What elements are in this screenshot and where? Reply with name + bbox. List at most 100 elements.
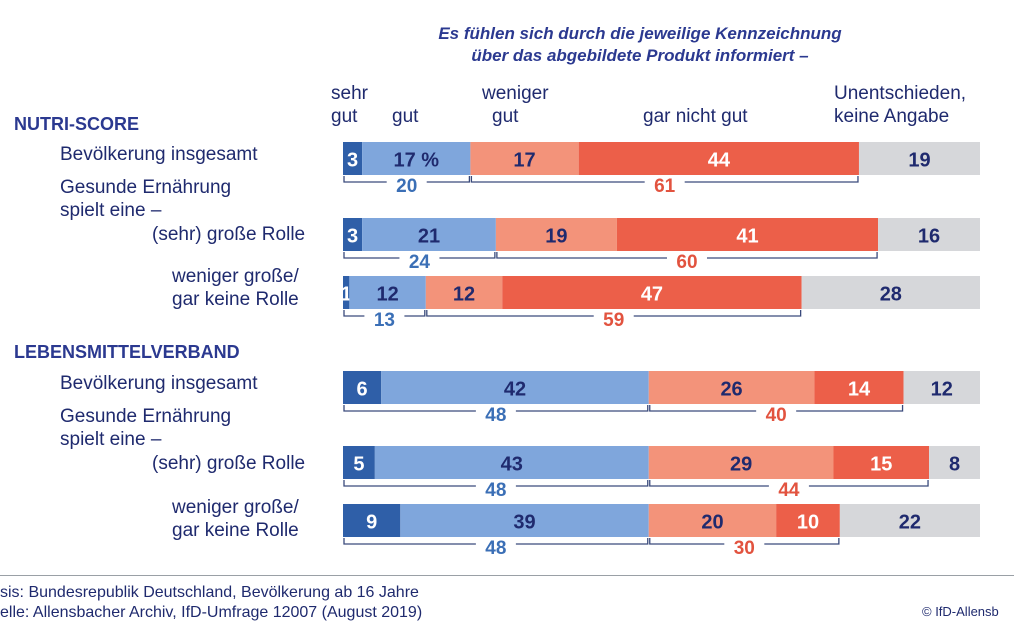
row-label-5-line-3: (sehr) große Rolle: [152, 453, 306, 474]
chart-title-line-2: über das abgebildete Produkt informiert …: [471, 46, 809, 65]
header-gar-nicht-gut: gar nicht gut: [643, 106, 748, 127]
data-label-r4-s2: 42: [504, 379, 526, 401]
data-label-r3-s3: 12: [453, 284, 475, 306]
row-label-2-line-1: Gesunde Ernährung: [60, 177, 232, 198]
data-label-r6-s1: 9: [366, 512, 377, 534]
bar-segment-r5-s5: [929, 446, 980, 479]
data-label-r3-s1: 1: [341, 284, 352, 306]
bracket-gap-pos-r3: [364, 310, 405, 326]
total-neg-r2: 60: [676, 252, 697, 273]
bracket-gap-neg-r3: [593, 310, 634, 326]
bar-segment-r1-s3: [470, 142, 579, 175]
bracket-gap-pos-r1: [386, 176, 427, 192]
bar-segment-r4-s5: [903, 371, 980, 404]
row-label-1: Bevölkerung insgesamt: [60, 144, 258, 165]
total-pos-r5: 48: [485, 480, 506, 501]
total-neg-r5: 44: [778, 480, 800, 501]
data-label-r1-s3: 17: [513, 150, 535, 172]
bar-segment-r3-s2: [349, 276, 426, 309]
bar-segment-r6-s5: [839, 504, 980, 537]
header-gut: gut: [392, 106, 419, 127]
bar-segment-r4-s3: [648, 371, 815, 404]
section-title-nutri-score: NUTRI-SCORE: [14, 114, 139, 134]
data-label-r6-s3: 20: [701, 512, 723, 534]
data-label-r1-s5: 19: [908, 150, 930, 172]
data-label-r3-s5: 28: [880, 284, 902, 306]
bar-segment-r3-s1: [343, 276, 350, 309]
bar-segment-r6-s2: [400, 504, 649, 537]
total-pos-r1: 20: [396, 176, 417, 197]
bar-segment-r1-s2: [362, 142, 471, 175]
row-label-5-line-2: spielt eine –: [60, 429, 162, 450]
source-basis: sis: Bundesrepublik Deutschland, Bevölke…: [0, 584, 419, 601]
bracket-gap-neg-r1: [644, 176, 685, 192]
data-label-r3-s2: 12: [376, 284, 398, 306]
data-label-r2-s5: 16: [918, 226, 940, 248]
data-label-r6-s4: 10: [797, 512, 819, 534]
bar-segment-r4-s1: [343, 371, 382, 404]
bar-segment-r2-s4: [616, 218, 879, 251]
bar-segment-r5-s3: [648, 446, 834, 479]
data-label-r2-s3: 19: [545, 226, 567, 248]
bar-segment-r2-s2: [362, 218, 496, 251]
data-label-r1-s2: 17 %: [393, 150, 439, 172]
total-pos-r2: 24: [409, 252, 431, 273]
bar-segment-r2-s5: [878, 218, 980, 251]
header-unentschieden-2: keine Angabe: [834, 106, 950, 127]
data-label-r5-s3: 29: [730, 454, 752, 476]
bracket-gap-neg-r6: [724, 538, 765, 554]
bar-segment-r3-s3: [425, 276, 503, 309]
total-neg-r3: 59: [603, 310, 624, 331]
header-weniger-gut-1: weniger: [482, 83, 549, 104]
data-label-r4-s4: 14: [848, 379, 871, 401]
bar-segment-r5-s4: [833, 446, 930, 479]
row-label-4: Bevölkerung insgesamt: [60, 373, 258, 394]
bracket-gap-pos-r4: [475, 405, 516, 421]
data-label-r2-s2: 21: [418, 226, 440, 248]
total-neg-r6: 30: [734, 538, 755, 559]
data-label-r5-s4: 15: [870, 454, 892, 476]
bar-segment-r1-s4: [578, 142, 859, 175]
row-label-6-line-2: gar keine Rolle: [172, 520, 299, 541]
data-label-r2-s4: 41: [736, 226, 758, 248]
data-label-r4-s3: 26: [720, 379, 742, 401]
bar-segment-r6-s3: [648, 504, 777, 537]
total-neg-r4: 40: [766, 405, 787, 426]
bar-segment-r1-s1: [343, 142, 363, 175]
footer-divider: [0, 575, 1014, 576]
total-pos-r3: 13: [374, 310, 395, 331]
bar-segment-r3-s5: [801, 276, 980, 309]
data-label-r5-s1: 5: [353, 454, 364, 476]
header-sehr-gut-2: gut: [331, 106, 358, 127]
bracket-gap-pos-r5: [475, 480, 516, 496]
bracket-gap-pos-r2: [399, 252, 440, 268]
section-title-lebensmittelverband: LEBENSMITTELVERBAND: [14, 342, 240, 362]
bar-segment-r4-s4: [814, 371, 904, 404]
total-pos-r4: 48: [485, 405, 506, 426]
data-label-r5-s5: 8: [949, 454, 960, 476]
row-label-2-line-2: spielt eine –: [60, 200, 162, 221]
row-label-5-line-1: Gesunde Ernährung: [60, 406, 232, 427]
bar-segment-r2-s3: [495, 218, 617, 251]
bracket-gap-neg-r4: [756, 405, 797, 421]
total-neg-r1: 61: [654, 176, 676, 197]
data-label-r2-s1: 3: [347, 226, 358, 248]
bar-segment-r6-s4: [776, 504, 840, 537]
bar-segment-r1-s5: [858, 142, 980, 175]
bar-segment-r6-s1: [343, 504, 401, 537]
bracket-gap-neg-r5: [768, 480, 809, 496]
row-label-6-line-1: weniger große/: [172, 497, 299, 518]
bar-segment-r2-s1: [343, 218, 363, 251]
data-label-r5-s2: 43: [501, 454, 523, 476]
bar-segment-r4-s2: [381, 371, 649, 404]
data-label-r6-s2: 39: [513, 512, 535, 534]
bracket-gap-pos-r6: [475, 538, 516, 554]
bar-segment-r5-s1: [343, 446, 375, 479]
row-label-2-line-3: (sehr) große Rolle: [152, 224, 306, 245]
data-label-r3-s4: 47: [641, 284, 663, 306]
header-unentschieden-1: Unentschieden,: [834, 83, 967, 104]
row-label-3-line-1: weniger große/: [172, 266, 299, 287]
data-label-r4-s5: 12: [931, 379, 953, 401]
bar-segment-r3-s4: [502, 276, 802, 309]
